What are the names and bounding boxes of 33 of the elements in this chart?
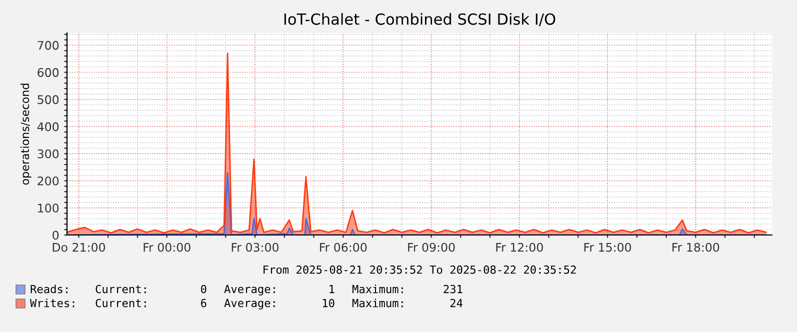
- x-tick-label: Fr 09:00: [408, 242, 455, 252]
- text: 0: [201, 284, 206, 294]
- text: Average:: [224, 298, 275, 310]
- x-axis-title: From 2025-08-21 20:35:52 To 2025-08-22 20:35:52: [264, 265, 576, 274]
- x-tick-label: Fr 12:00: [496, 242, 543, 252]
- x-tick-label: Fr 00:00: [144, 242, 190, 252]
- y-tick-label: 100: [38, 204, 59, 213]
- y-axis-title: operations/second: [20, 84, 32, 185]
- y-tick-label: 700: [38, 40, 59, 50]
- x-tick-label: Fr 03:00: [232, 242, 278, 252]
- x-tick-label: Fr 18:00: [672, 242, 720, 252]
- text: 1: [330, 284, 334, 294]
- y-tick-label: 500: [38, 95, 59, 104]
- legend-label: Reads:: [30, 284, 68, 294]
- y-tick-label: 0: [52, 230, 59, 240]
- x-tick-label: Fr 06:00: [320, 242, 367, 252]
- text: 6: [201, 298, 206, 308]
- text: 24: [450, 298, 462, 308]
- chart-title: IoT-Chalet - Combined SCSI Disk I/O: [284, 13, 556, 26]
- text: Maximum:: [352, 284, 403, 294]
- x-tick-label: Do 21:00: [52, 242, 106, 252]
- y-tick-label: 200: [38, 176, 59, 186]
- x-tick-label: Fr 15:00: [584, 242, 631, 252]
- text: Maximum:: [352, 298, 403, 308]
- text: Current:: [96, 298, 146, 308]
- legend-label: Writes:: [30, 298, 74, 308]
- text: 231: [444, 284, 462, 294]
- text: 10: [322, 298, 334, 308]
- y-tick-label: 300: [38, 149, 59, 158]
- y-tick-label: 600: [38, 68, 59, 77]
- text: Current:: [96, 284, 146, 294]
- text: Average:: [224, 284, 275, 296]
- y-tick-label: 400: [37, 122, 59, 132]
